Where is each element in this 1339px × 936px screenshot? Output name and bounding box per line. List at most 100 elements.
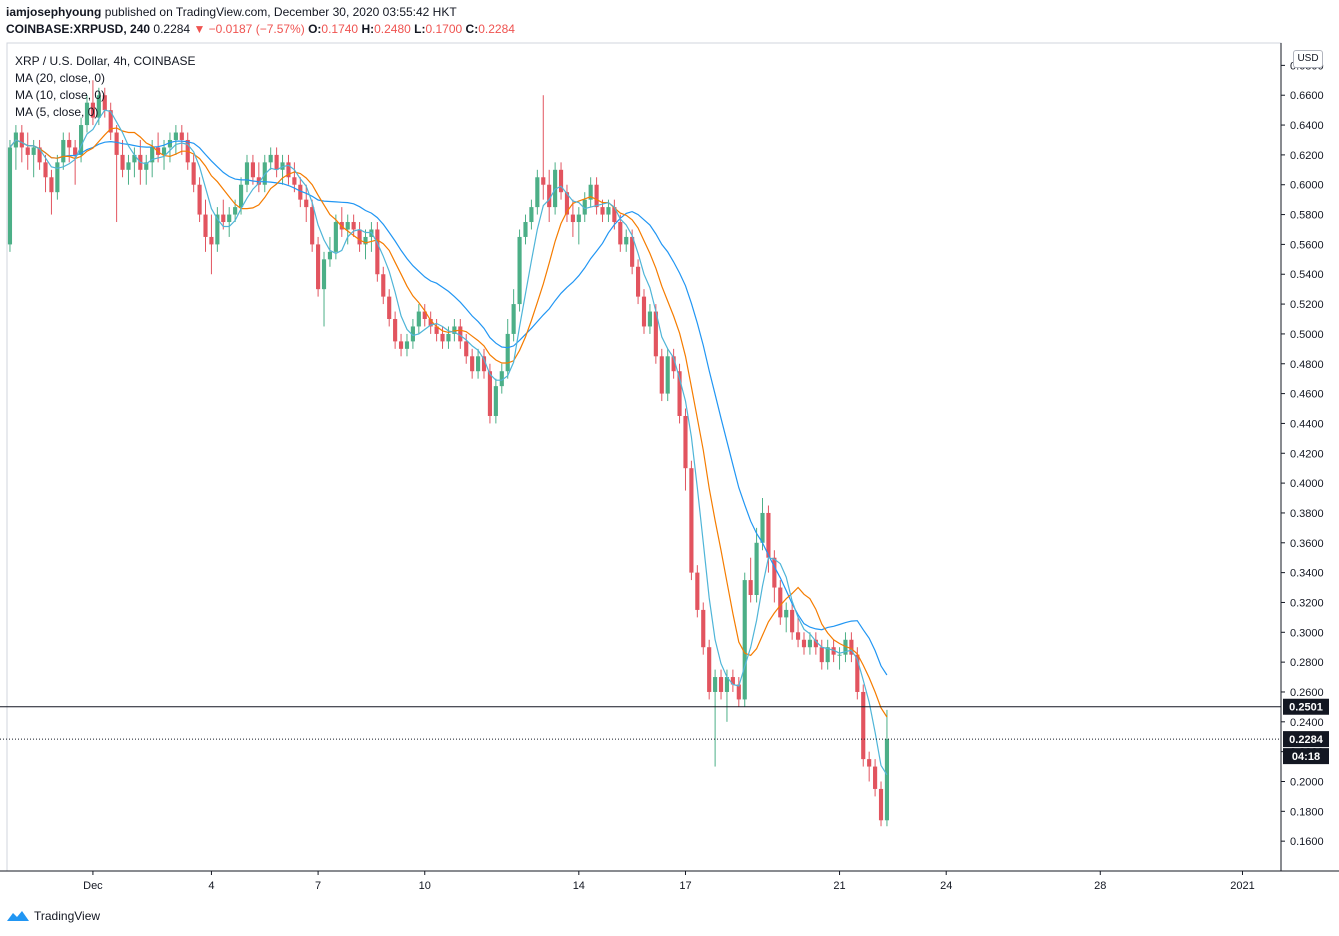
y-tick-label: 0.6000: [1290, 180, 1324, 192]
candle-body: [529, 207, 534, 223]
candle-body: [766, 512, 771, 558]
candle-body: [274, 154, 279, 170]
candle-body: [197, 184, 202, 215]
candle-body: [203, 214, 208, 237]
publish-line: iamjosephyoung published on TradingView.…: [6, 5, 457, 19]
candle-body: [351, 222, 356, 230]
ma20-line: [9, 139, 888, 676]
candle-body: [363, 236, 368, 245]
high-value: 0.2480: [374, 22, 411, 36]
candle-body: [564, 192, 570, 215]
candle-body: [730, 677, 735, 685]
candle-body: [470, 356, 475, 372]
candle-body: [244, 162, 250, 185]
ma10-line: [9, 127, 888, 718]
y-tick-label: 0.2800: [1290, 657, 1324, 669]
candle-body: [250, 162, 255, 178]
candle-body: [701, 609, 706, 648]
candle-body: [43, 162, 48, 178]
candle-body: [736, 684, 741, 700]
y-tick-label: 0.3800: [1290, 508, 1324, 520]
x-tick-label: 17: [679, 880, 691, 892]
published-text: published on TradingView.com, December 3…: [104, 5, 457, 19]
candle-body: [624, 236, 629, 245]
candle-body: [742, 580, 747, 700]
candle-body: [150, 147, 155, 163]
candle-body: [541, 177, 546, 185]
candle-body: [493, 386, 498, 416]
candle-body: [873, 766, 878, 789]
candle-body: [446, 333, 451, 342]
candle-body: [458, 326, 463, 342]
legend-ma20[interactable]: MA (20, close, 0): [15, 71, 106, 85]
candle-body: [772, 557, 777, 588]
candle-body: [849, 639, 854, 655]
change-value: ▼ −0.0187 (−7.57%): [193, 22, 305, 36]
y-tick-label: 0.4200: [1290, 448, 1324, 460]
low-label: L:: [414, 22, 426, 36]
candle-body: [215, 214, 220, 245]
footer-brand[interactable]: TradingView: [6, 909, 100, 923]
candle-body: [410, 326, 415, 342]
footer-brand-label: TradingView: [34, 909, 101, 923]
candle-body: [795, 632, 801, 640]
x-tick-label: 21: [833, 880, 845, 892]
candle-body: [304, 199, 309, 208]
legend-ma5[interactable]: MA (5, close, 0): [15, 105, 99, 119]
candle-body: [78, 125, 84, 155]
candle-body: [120, 154, 125, 170]
candle-body: [558, 169, 564, 193]
candle-body: [238, 184, 244, 208]
candle-body: [61, 139, 66, 163]
close-value: 0.2284: [478, 22, 515, 36]
ma5-line: [9, 109, 888, 776]
candle-body: [807, 639, 812, 648]
candle-body: [659, 356, 664, 394]
ohlc-line: COINBASE:XRPUSD, 240 0.2284 ▼ −0.0187 (−…: [6, 22, 515, 36]
candle-body: [861, 691, 866, 760]
candle-body: [683, 415, 688, 469]
candle-body: [404, 341, 410, 349]
candle-body: [96, 95, 101, 118]
candle-body: [7, 147, 13, 245]
candle-body: [84, 102, 90, 126]
candle-body: [517, 236, 522, 305]
candle-body: [102, 95, 107, 111]
candle-body: [671, 356, 676, 372]
candle-body: [132, 154, 137, 163]
candle-body: [167, 139, 173, 148]
candle-body: [286, 162, 291, 178]
candle-body: [221, 214, 226, 223]
author-name[interactable]: iamjosephyoung: [6, 5, 102, 19]
candle-body: [641, 296, 647, 327]
candle-body: [452, 326, 457, 334]
candle-body: [256, 177, 261, 185]
countdown-tag: [1283, 748, 1329, 765]
y-tick-label: 0.1800: [1290, 806, 1324, 818]
candle-body: [49, 177, 54, 193]
candle-body: [819, 647, 824, 663]
candle-body: [784, 609, 789, 618]
candle-body: [630, 236, 635, 267]
candle-body: [594, 184, 599, 208]
candle-body: [718, 677, 724, 692]
candle-body: [345, 222, 350, 230]
candle-body: [90, 102, 95, 118]
candle-body: [505, 333, 510, 372]
candle-body: [67, 139, 72, 148]
legend-ma10[interactable]: MA (10, close, 0): [15, 88, 106, 102]
price-tag-label: 0.2284: [1289, 734, 1324, 746]
y-tick-label: 0.4600: [1290, 389, 1324, 401]
y-tick-label: 0.1600: [1290, 836, 1324, 848]
low-value: 0.1700: [425, 22, 463, 36]
y-tick-label: 0.6200: [1290, 150, 1324, 162]
candle-body: [825, 647, 830, 663]
candle-body: [843, 639, 848, 655]
candle-body: [144, 162, 149, 170]
currency-button[interactable]: USD: [1293, 50, 1323, 68]
candle-body: [647, 311, 652, 327]
candle-body: [416, 311, 421, 327]
y-tick-label: 0.5000: [1290, 329, 1324, 341]
candle-body: [547, 184, 552, 208]
